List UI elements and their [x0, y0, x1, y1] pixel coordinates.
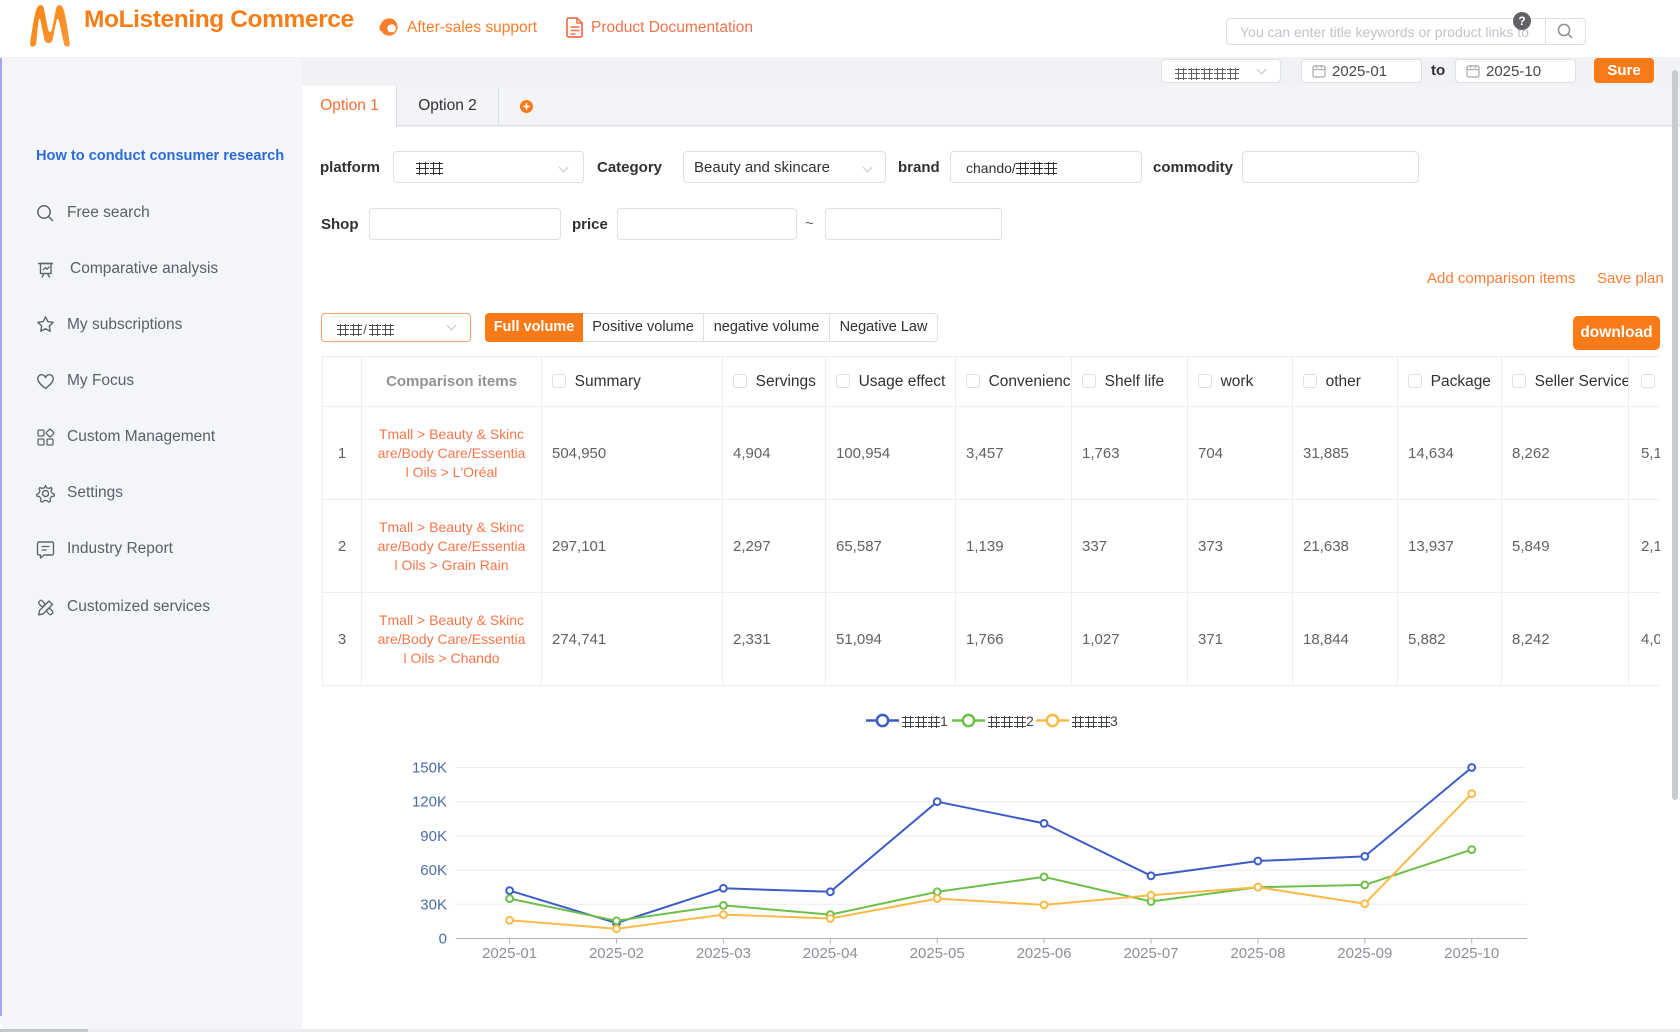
- svg-text:30K: 30K: [420, 896, 447, 913]
- svg-text:90K: 90K: [420, 828, 447, 845]
- svg-text:2025-03: 2025-03: [696, 945, 751, 962]
- svg-text:2025-07: 2025-07: [1123, 945, 1178, 962]
- svg-text:60K: 60K: [420, 862, 447, 879]
- svg-text:2025-05: 2025-05: [910, 945, 965, 962]
- svg-text:120K: 120K: [412, 794, 447, 811]
- svg-text:2025-08: 2025-08: [1230, 945, 1285, 962]
- svg-text:150K: 150K: [412, 760, 447, 777]
- svg-text:2025-10: 2025-10: [1444, 945, 1499, 962]
- svg-text:2025-06: 2025-06: [1017, 945, 1072, 962]
- svg-text:0: 0: [439, 931, 447, 948]
- svg-text:2025-02: 2025-02: [589, 945, 644, 962]
- svg-text:2025-09: 2025-09: [1337, 945, 1392, 962]
- svg-text:2025-04: 2025-04: [803, 945, 858, 962]
- svg-text:2025-01: 2025-01: [482, 945, 537, 962]
